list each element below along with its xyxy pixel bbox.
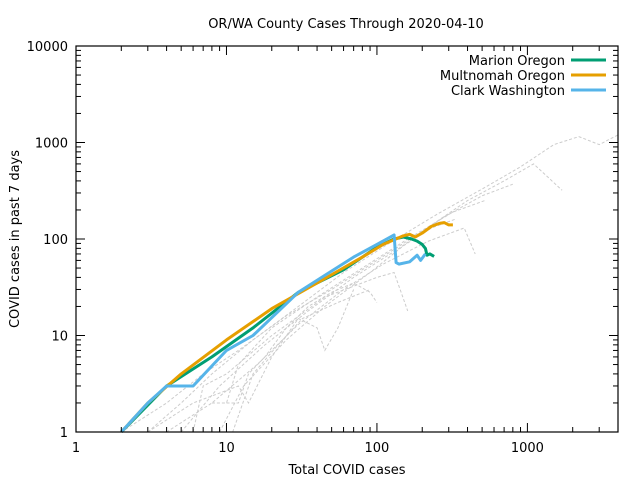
series-line-clark-washington	[120, 233, 427, 434]
legend-label: Multnomah Oregon	[440, 69, 565, 84]
y-tick-label: 1000	[35, 137, 68, 152]
y-tick-label: 1	[60, 426, 68, 441]
background-series-line	[226, 282, 378, 404]
series-line-multnomah-oregon	[120, 221, 453, 434]
y-tick-label: 10000	[27, 40, 68, 55]
y-tick-label: 100	[43, 233, 68, 248]
x-tick-label: 1000	[511, 441, 544, 456]
background-series-line	[211, 200, 485, 404]
background-series-line	[147, 134, 619, 433]
x-tick-label: 1	[72, 441, 80, 456]
legend-label: Clark Washington	[451, 84, 565, 99]
y-tick-label: 10	[51, 330, 68, 345]
main-series-group	[120, 221, 453, 434]
chart-title: OR/WA County Cases Through 2020-04-10	[208, 17, 484, 32]
x-axis-label: Total COVID cases	[287, 463, 405, 478]
x-tick-label: 100	[365, 441, 390, 456]
x-axis: 1 10 100 1000	[72, 46, 619, 456]
background-series-line	[192, 271, 409, 433]
legend-label: Marion Oregon	[469, 54, 565, 69]
background-series-line	[232, 289, 371, 433]
background-series-group	[121, 134, 619, 433]
background-series-line	[147, 289, 355, 433]
x-tick-label: 10	[218, 441, 235, 456]
plot-frame	[75, 45, 619, 433]
background-series-line	[166, 227, 476, 433]
background-series-line	[180, 183, 513, 433]
y-axis-label: COVID cases in past 7 days	[8, 150, 23, 328]
y-axis: 1 10 100 1000 10000	[27, 40, 618, 441]
background-series-line	[121, 163, 563, 433]
